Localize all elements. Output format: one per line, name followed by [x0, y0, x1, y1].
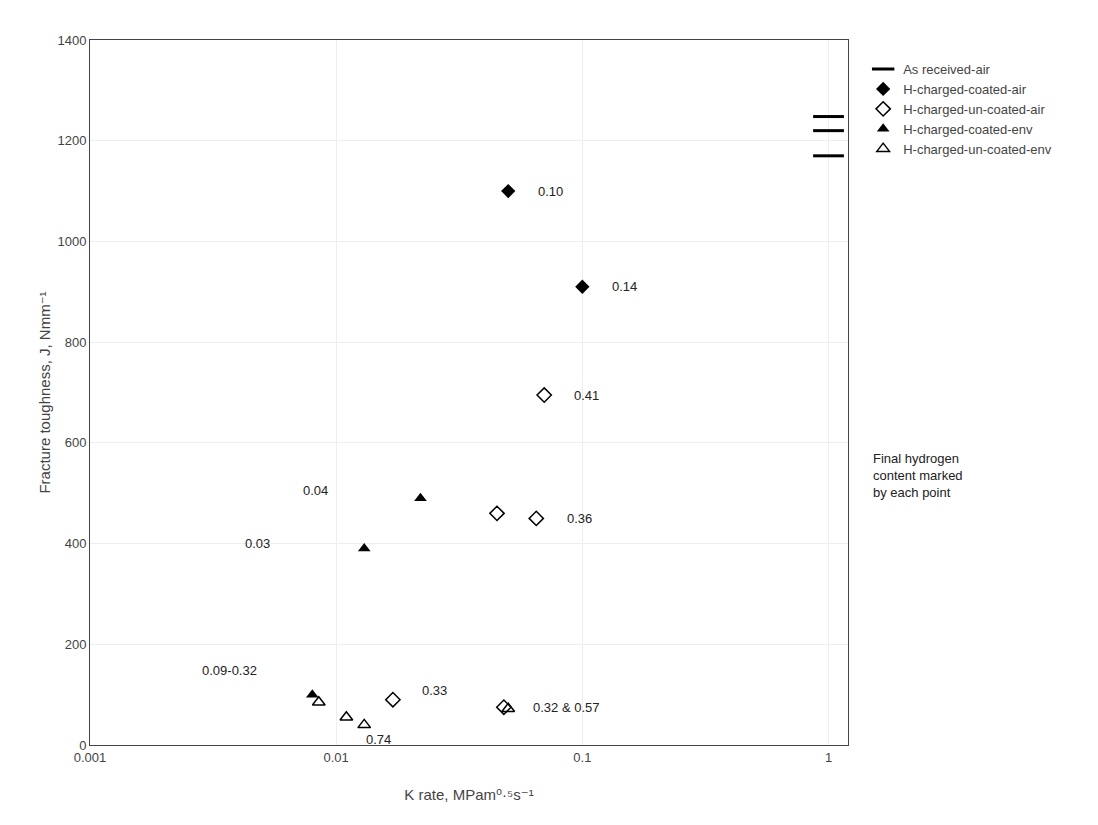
svg-text:H-charged-coated-air: H-charged-coated-air	[903, 82, 1027, 97]
svg-text:K rate, MPam⁰·⁵s⁻¹: K rate, MPam⁰·⁵s⁻¹	[404, 786, 533, 803]
svg-text:0.10: 0.10	[538, 184, 563, 199]
svg-text:800: 800	[65, 335, 87, 350]
svg-text:1000: 1000	[57, 234, 86, 249]
svg-text:200: 200	[65, 637, 87, 652]
svg-text:0.04: 0.04	[303, 483, 328, 498]
svg-text:0.001: 0.001	[74, 750, 107, 765]
svg-text:H-charged-un-coated-env: H-charged-un-coated-env	[903, 142, 1052, 157]
svg-text:0.14: 0.14	[612, 279, 637, 294]
svg-text:0.33: 0.33	[422, 683, 447, 698]
svg-text:Final hydrogencontent markedby: Final hydrogencontent markedby each poin…	[873, 451, 963, 500]
svg-text:0.74: 0.74	[366, 732, 391, 747]
svg-text:0.32 & 0.57: 0.32 & 0.57	[533, 700, 600, 715]
svg-text:0: 0	[79, 738, 86, 753]
svg-text:1400: 1400	[57, 33, 86, 48]
svg-text:0.03: 0.03	[245, 536, 270, 551]
svg-text:Fracture toughness, J, Nmm⁻¹: Fracture toughness, J, Nmm⁻¹	[36, 291, 53, 493]
svg-text:0.01: 0.01	[324, 750, 349, 765]
svg-text:0.36: 0.36	[567, 511, 592, 526]
svg-text:600: 600	[65, 435, 87, 450]
svg-text:1: 1	[825, 750, 832, 765]
svg-text:0.1: 0.1	[573, 750, 591, 765]
svg-text:1200: 1200	[57, 133, 86, 148]
svg-text:0.09-0.32: 0.09-0.32	[202, 663, 257, 678]
svg-text:As received-air: As received-air	[903, 62, 990, 77]
svg-text:H-charged-un-coated-air: H-charged-un-coated-air	[903, 102, 1045, 117]
svg-text:400: 400	[65, 536, 87, 551]
svg-text:H-charged-coated-env: H-charged-coated-env	[903, 122, 1033, 137]
svg-text:0.41: 0.41	[574, 388, 599, 403]
